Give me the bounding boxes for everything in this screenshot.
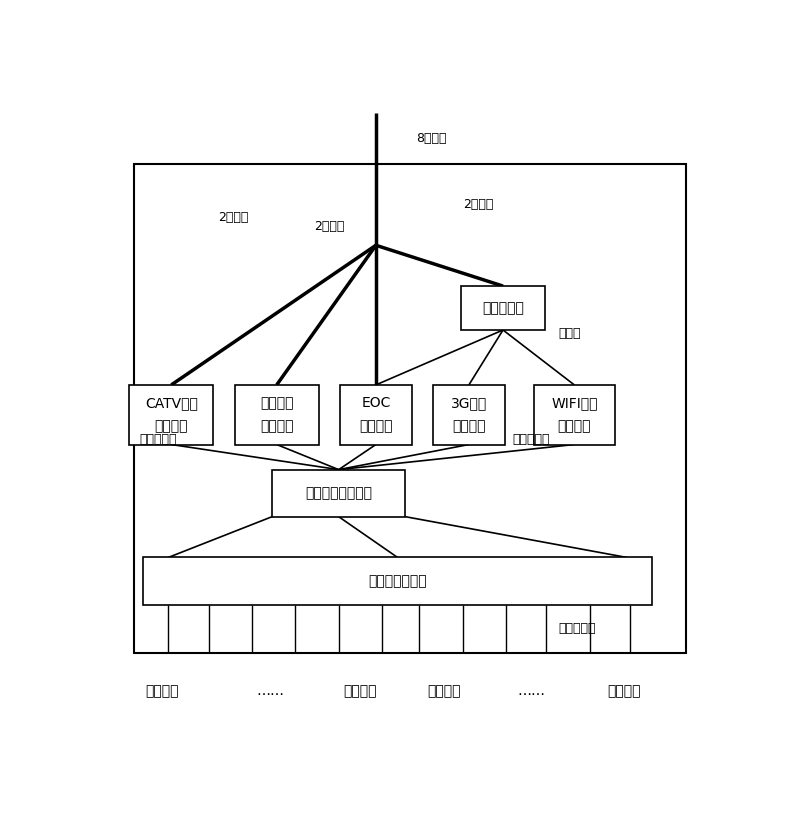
Bar xyxy=(134,164,686,653)
Text: 用户端口: 用户端口 xyxy=(146,684,178,698)
Bar xyxy=(272,469,406,517)
Bar xyxy=(534,385,614,444)
Text: 中频信号: 中频信号 xyxy=(260,396,294,411)
Text: 信号混合分配器: 信号混合分配器 xyxy=(368,574,427,588)
Text: 用户端口: 用户端口 xyxy=(427,684,461,698)
Text: 光接收机: 光接收机 xyxy=(154,419,188,433)
Text: 用户端口: 用户端口 xyxy=(344,684,377,698)
Bar xyxy=(235,385,318,444)
Text: 多业务信号合路器: 多业务信号合路器 xyxy=(306,487,372,500)
Bar xyxy=(143,557,652,605)
Text: 五类线: 五类线 xyxy=(558,327,582,340)
Text: 同轴电缆线: 同轴电缆线 xyxy=(558,622,596,635)
Bar xyxy=(434,385,505,444)
Text: 2芯光纤: 2芯光纤 xyxy=(218,210,248,223)
Text: 3G信号: 3G信号 xyxy=(450,396,487,411)
Text: ……: …… xyxy=(517,684,545,698)
Text: 同轴电缆线: 同轴电缆线 xyxy=(139,434,177,447)
Text: 8芯光纤: 8芯光纤 xyxy=(416,132,446,145)
Bar xyxy=(340,385,411,444)
Text: 2芯光纤: 2芯光纤 xyxy=(462,198,493,211)
Text: 光接收机: 光接收机 xyxy=(260,419,294,433)
Text: 同轴电缆线: 同轴电缆线 xyxy=(512,434,550,447)
Text: 调制设备: 调制设备 xyxy=(558,419,591,433)
Text: 局端设备: 局端设备 xyxy=(359,419,393,433)
Text: 调制设备: 调制设备 xyxy=(452,419,486,433)
Text: ……: …… xyxy=(257,684,285,698)
Text: 2芯光纤: 2芯光纤 xyxy=(314,220,344,233)
Text: CATV信号: CATV信号 xyxy=(145,396,198,411)
Text: EOC: EOC xyxy=(362,396,390,411)
Text: 用户端口: 用户端口 xyxy=(607,684,641,698)
Text: 楼道交换机: 楼道交换机 xyxy=(482,301,524,315)
Bar xyxy=(461,286,545,330)
Text: WIFI信号: WIFI信号 xyxy=(551,396,598,411)
Bar xyxy=(130,385,213,444)
